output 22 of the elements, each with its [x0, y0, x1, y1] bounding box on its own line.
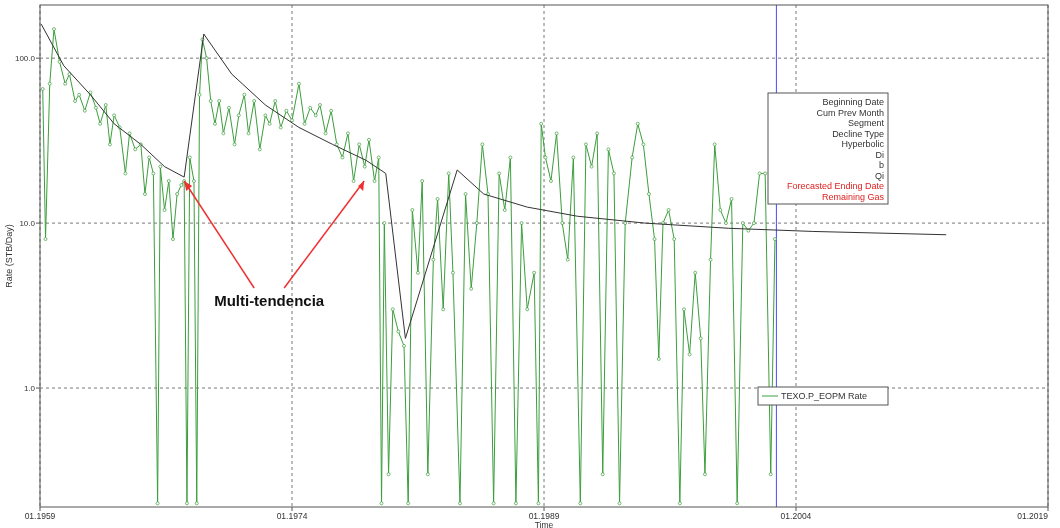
annotation: Remaining Gas [821, 191, 885, 202]
x-tick-label: 01.2019 [1017, 511, 1049, 521]
x-axis-title: Time [534, 520, 554, 528]
annotation: Forecasted Ending Date [786, 181, 884, 191]
annotation: Qi [875, 170, 884, 181]
x-tick-label: 01.2004 [780, 511, 812, 521]
annotation: Cum Prev Month [816, 107, 884, 118]
y-tick-label: 1.0 [23, 383, 36, 393]
y-tick-label: 10.0 [19, 218, 36, 228]
annotation: Beginning Date [822, 97, 884, 107]
x-tick-label: 01.1959 [24, 511, 56, 521]
legend-label: TEXO.P_EOPM Rate [781, 390, 868, 401]
y-axis-title: Rate (STB/Day) [4, 224, 14, 288]
x-tick-label: 01.1989 [528, 511, 560, 521]
annotation: Multi-tendencia [214, 291, 325, 309]
annotation: Decline Type [832, 128, 884, 139]
annotation: b [878, 160, 884, 170]
y-tick-label: 100.0 [14, 53, 36, 63]
annotation: Di [875, 149, 884, 160]
x-tick-label: 01.1974 [276, 511, 308, 521]
annotation: Segment [847, 118, 885, 128]
annotation: Hyperbolic [841, 139, 885, 149]
